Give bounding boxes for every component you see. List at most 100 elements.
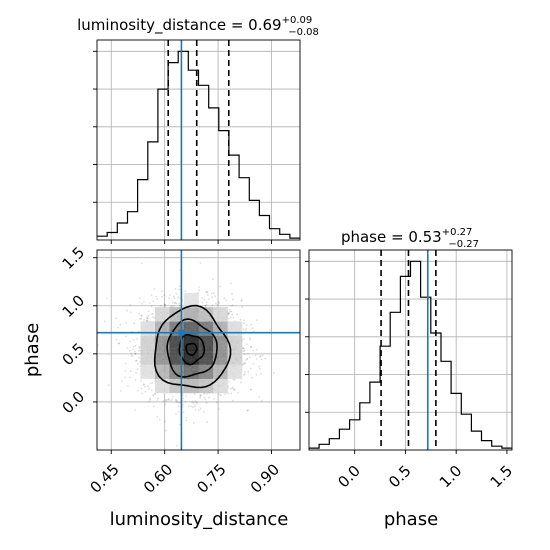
joint-density-cell: [213, 364, 228, 379]
joint-point: [259, 354, 262, 357]
joint-point: [117, 342, 120, 345]
joint-point: [195, 401, 198, 404]
joint-point: [243, 373, 246, 375]
joint-point: [126, 309, 128, 312]
joint-point: [218, 302, 221, 304]
joint-point: [228, 312, 230, 314]
joint-point: [199, 396, 202, 399]
joint-point: [141, 303, 144, 305]
joint-point: [269, 329, 271, 331]
joint-point: [175, 413, 178, 415]
joint-point: [203, 396, 206, 399]
joint-point: [163, 303, 166, 306]
joint-point: [198, 286, 200, 288]
joint-point: [125, 335, 128, 338]
joint-point: [230, 310, 233, 313]
joint-point: [185, 416, 188, 419]
joint-point: [138, 347, 141, 349]
joint-density-cell: [184, 307, 199, 322]
joint-density-frame: [96, 249, 301, 451]
joint-point: [232, 387, 235, 390]
joint-point: [243, 338, 246, 340]
joint-point: [255, 319, 258, 321]
joint-point: [240, 381, 242, 384]
joint-point: [132, 338, 135, 341]
joint-point: [252, 349, 255, 352]
joint-point: [228, 308, 231, 311]
joint-point: [135, 371, 138, 374]
joint-point: [243, 374, 245, 376]
joint-point: [156, 399, 159, 401]
phase-xtick-label-3: 1.5: [487, 462, 517, 492]
joint-density-cell: [155, 350, 170, 365]
joint-point: [246, 352, 249, 355]
joint-point: [146, 317, 149, 320]
joint-point: [164, 420, 167, 423]
joint-point: [218, 408, 220, 410]
joint-point: [233, 389, 236, 391]
joint-point: [205, 301, 208, 303]
joint-point: [174, 398, 177, 401]
phase-title-param: phase: [341, 228, 386, 246]
joint-point: [210, 292, 213, 295]
joint-point: [184, 290, 187, 293]
joint-point: [171, 305, 173, 308]
phase-title-minus: −0.27: [448, 239, 479, 250]
joint-point: [233, 378, 236, 381]
joint-point: [192, 401, 195, 404]
joint-point: [184, 400, 187, 403]
luminosity-distance-title-value: 0.69: [248, 16, 281, 34]
joint-point: [249, 388, 252, 391]
joint-point: [178, 285, 181, 287]
joint-point: [134, 344, 137, 347]
joint-point: [103, 320, 106, 323]
joint-point: [203, 298, 206, 301]
joint-point: [124, 376, 126, 379]
joint-point: [152, 394, 154, 396]
joint-point: [179, 401, 181, 404]
joint-point: [181, 392, 184, 395]
joint-point: [245, 324, 248, 326]
joint-point: [256, 348, 258, 351]
joint-point: [134, 379, 137, 381]
joint-point: [150, 305, 153, 308]
joint-point: [229, 387, 232, 390]
joint-point: [192, 406, 194, 409]
joint-point: [125, 322, 127, 324]
joint-point: [199, 394, 202, 397]
joint-point: [146, 319, 149, 322]
joint-density-cell: [140, 350, 156, 365]
joint-point: [150, 389, 153, 392]
luminosity-distance-title-minus: −0.08: [288, 27, 319, 38]
joint-point: [182, 403, 184, 406]
joint-point: [173, 295, 175, 298]
joint-point: [167, 399, 170, 401]
joint-point: [213, 398, 215, 400]
joint-point: [139, 318, 141, 320]
joint-point: [243, 363, 246, 365]
joint-point: [194, 408, 197, 411]
joint-point: [119, 323, 122, 326]
joint-point: [134, 350, 136, 353]
joint-point: [244, 362, 247, 365]
joint-point: [193, 393, 196, 395]
joint-point: [245, 327, 248, 330]
joint-density-panel: 0.45 0.60 0.75 0.90 0.0 0.5 1.0 1.5: [59, 243, 301, 497]
joint-point: [182, 397, 185, 400]
joint-contour-1: [178, 333, 206, 366]
joint-point: [243, 322, 245, 325]
joint-point: [144, 386, 146, 388]
joint-point: [132, 348, 134, 351]
joint-point: [199, 407, 202, 410]
joint-point: [147, 385, 150, 387]
joint-point: [250, 388, 252, 391]
joint-point: [227, 392, 230, 395]
joint-point: [243, 349, 246, 352]
joint-point: [216, 401, 218, 404]
joint-point: [161, 290, 164, 293]
joint-point: [192, 422, 195, 424]
joint-point: [227, 317, 230, 320]
joint-point: [224, 393, 227, 395]
joint-point: [245, 343, 248, 346]
joint-point: [141, 262, 143, 265]
